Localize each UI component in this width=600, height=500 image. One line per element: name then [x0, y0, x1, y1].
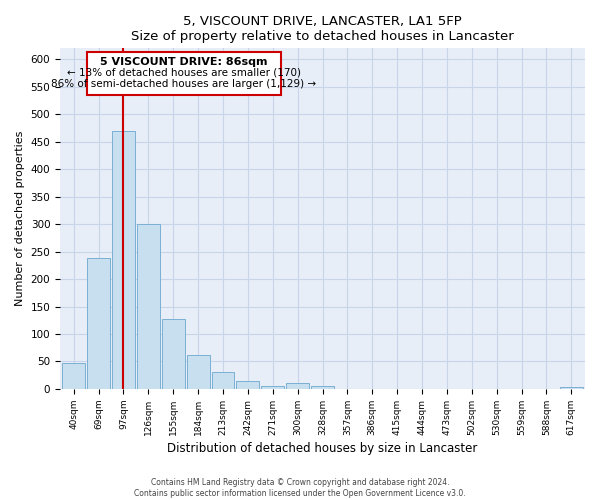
Bar	[236, 380, 259, 389]
Text: ← 13% of detached houses are smaller (170): ← 13% of detached houses are smaller (17…	[67, 68, 301, 78]
Bar	[112, 130, 135, 389]
X-axis label: Distribution of detached houses by size in Lancaster: Distribution of detached houses by size …	[167, 442, 478, 455]
Bar	[137, 224, 160, 389]
Text: 86% of semi-detached houses are larger (1,129) →: 86% of semi-detached houses are larger (…	[51, 78, 316, 88]
Text: 5 VISCOUNT DRIVE: 86sqm: 5 VISCOUNT DRIVE: 86sqm	[100, 56, 268, 66]
Bar	[187, 355, 209, 389]
Bar	[212, 372, 235, 389]
Bar	[286, 384, 309, 389]
Text: Contains HM Land Registry data © Crown copyright and database right 2024.
Contai: Contains HM Land Registry data © Crown c…	[134, 478, 466, 498]
Bar	[311, 386, 334, 389]
Bar	[560, 388, 583, 389]
Bar	[87, 258, 110, 389]
Y-axis label: Number of detached properties: Number of detached properties	[15, 131, 25, 306]
Bar	[162, 318, 185, 389]
Bar	[262, 386, 284, 389]
Title: 5, VISCOUNT DRIVE, LANCASTER, LA1 5FP
Size of property relative to detached hous: 5, VISCOUNT DRIVE, LANCASTER, LA1 5FP Si…	[131, 15, 514, 43]
Bar	[62, 362, 85, 389]
FancyBboxPatch shape	[86, 52, 281, 95]
